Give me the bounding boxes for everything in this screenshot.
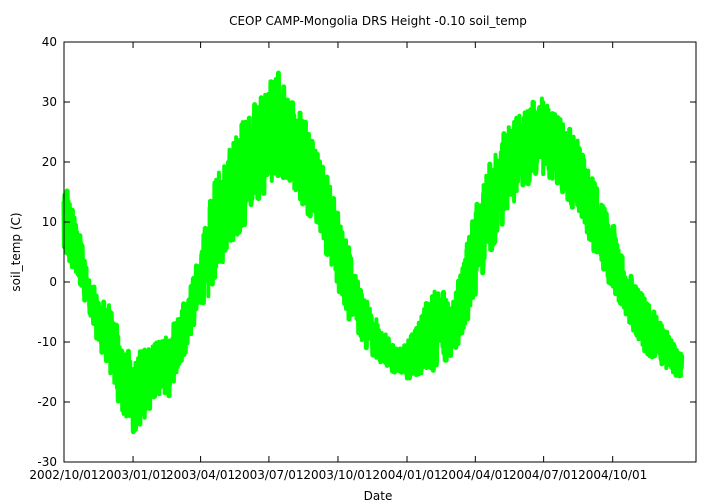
x-tick-label: 2003/10/01 (303, 468, 372, 482)
y-tick-label: 20 (42, 155, 57, 169)
y-tick-label: 0 (49, 275, 57, 289)
x-tick-label: 2002/10/01 (29, 468, 98, 482)
x-tick-label: 2003/01/01 (98, 468, 167, 482)
y-axis-label: soil_temp (C) (9, 212, 23, 291)
x-axis-label: Date (364, 489, 393, 503)
y-tick-label: -20 (37, 395, 57, 409)
y-tick-label: 10 (42, 215, 57, 229)
y-tick-label: -30 (37, 455, 57, 469)
x-tick-label: 2004/01/01 (372, 468, 441, 482)
x-tick-label: 2004/10/01 (578, 468, 647, 482)
plot-frame (63, 41, 697, 463)
y-tick-label: 30 (42, 95, 57, 109)
x-tick-label: 2004/04/01 (441, 468, 510, 482)
chart-title: CEOP CAMP-Mongolia DRS Height -0.10 soil… (229, 14, 527, 28)
y-tick-label: 40 (42, 35, 57, 49)
y-tick-label: -10 (37, 335, 57, 349)
x-tick-label: 2003/04/01 (166, 468, 235, 482)
x-tick-label: 2003/07/01 (234, 468, 303, 482)
x-tick-label: 2004/07/01 (509, 468, 578, 482)
